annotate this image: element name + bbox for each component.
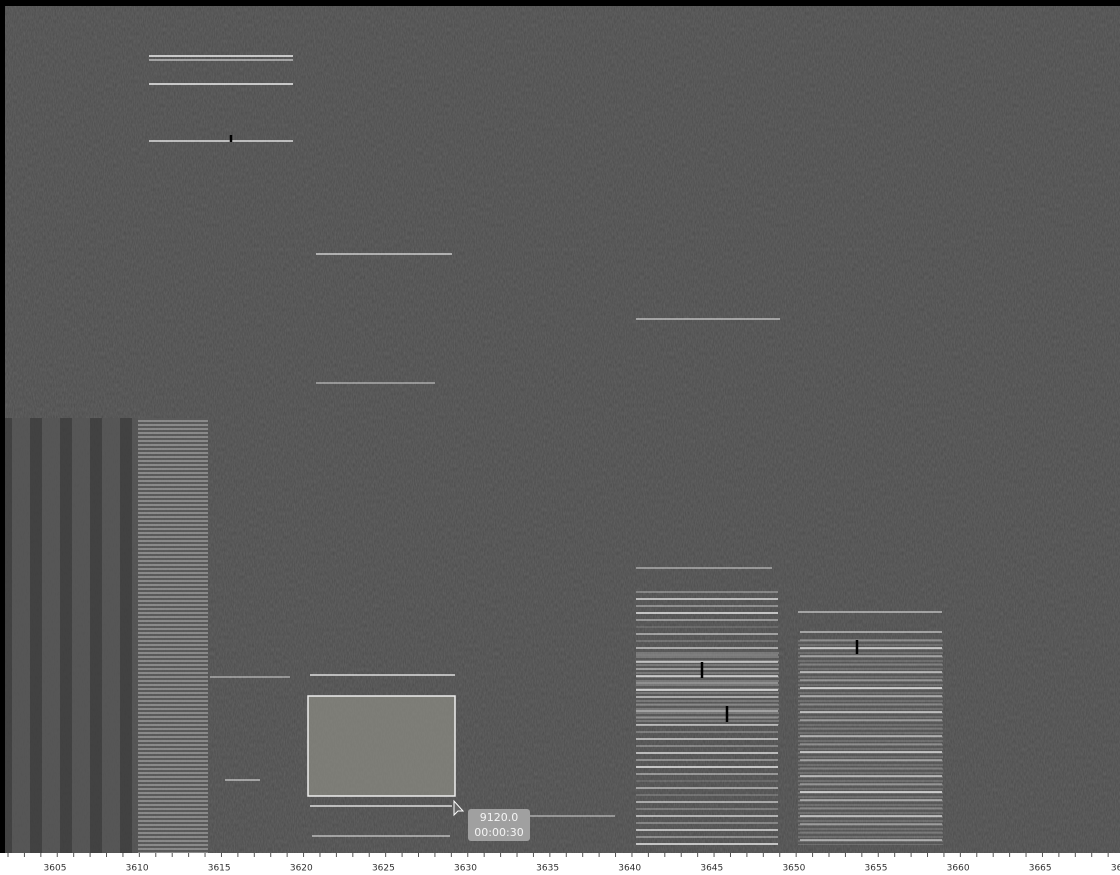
axis-label: 3605 <box>44 864 67 874</box>
tooltip-frequency: 9120.0 <box>480 811 519 824</box>
axis-label: 3615 <box>208 864 231 874</box>
cursor <box>453 799 465 817</box>
tooltip <box>468 809 530 841</box>
axis-label: 3630 <box>454 864 477 874</box>
axis-label: 3660 <box>947 864 970 874</box>
axis-label: 3650 <box>782 864 805 874</box>
axis-label: 3625 <box>372 864 395 874</box>
axis-label: 3610 <box>126 864 149 874</box>
axis-label: 3620 <box>290 864 313 874</box>
wideband-signal <box>5 418 138 853</box>
frequency-axis <box>0 853 1120 875</box>
signal-lines <box>149 55 942 845</box>
axis-label: 3670 <box>1111 864 1120 874</box>
top-bar <box>0 0 1120 6</box>
axis-ticks: 3605 3610 3615 3620 3625 3630 3635 3640 3645 3650… <box>7 853 1120 874</box>
axis-label: 3655 <box>865 864 888 874</box>
striped-signal <box>138 418 208 853</box>
tooltip-time: 00:00:30 <box>474 826 523 839</box>
signal-block <box>798 640 943 845</box>
axis-label: 3635 <box>536 864 559 874</box>
selection-box[interactable] <box>307 695 456 797</box>
axis-label: 3665 <box>1029 864 1052 874</box>
axis-label: 3640 <box>618 864 641 874</box>
axis-label: 3645 <box>700 864 723 874</box>
